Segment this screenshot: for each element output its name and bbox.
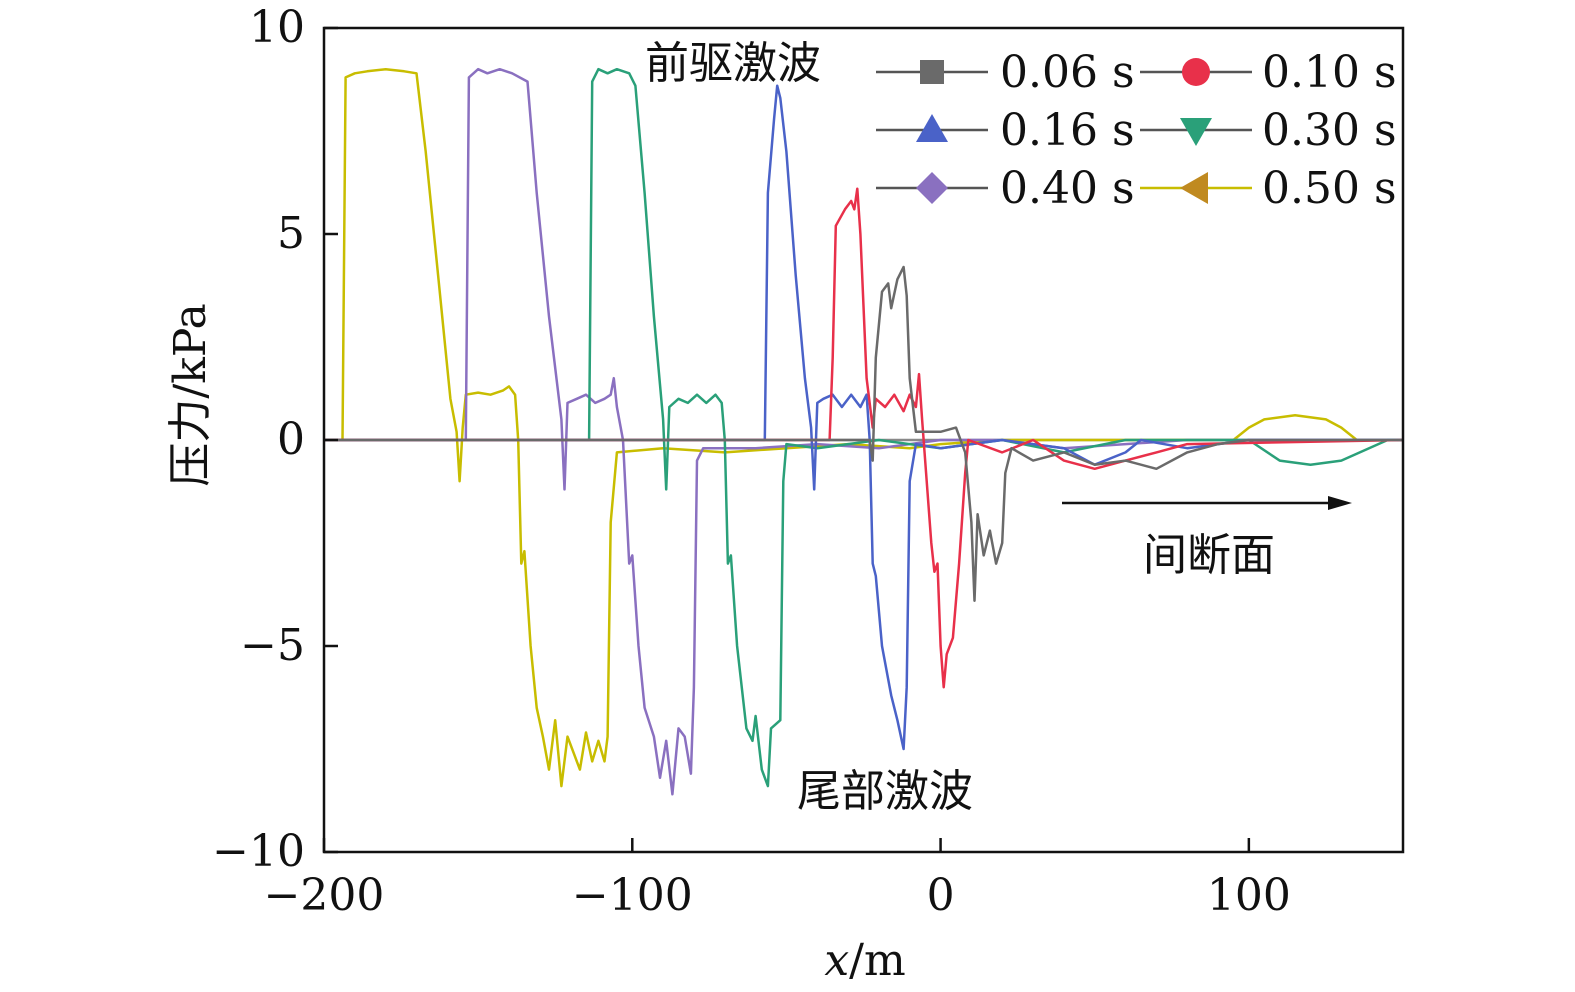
x-axis-unit: /m xyxy=(849,935,906,986)
legend-item: 0.16 s xyxy=(876,105,1135,156)
series-line-030s xyxy=(324,67,1403,788)
triangle-up-marker-icon xyxy=(916,114,948,142)
legend-item: 0.40 s xyxy=(876,163,1135,214)
legend-label: 0.50 s xyxy=(1262,163,1397,214)
legend-label: 0.30 s xyxy=(1262,105,1397,156)
y-tick-label: 5 xyxy=(277,208,305,259)
diamond-marker-icon xyxy=(916,172,948,204)
triangle-down-marker-icon xyxy=(1180,118,1212,146)
y-tick-label: 10 xyxy=(249,2,305,53)
square-marker-icon xyxy=(920,60,944,84)
arrow-head-icon xyxy=(1328,496,1352,510)
series-lines xyxy=(324,67,1404,796)
legend: 0.06 s 0.10 s 0.16 s 0.30 s 0.40 s 0.50 … xyxy=(876,47,1397,214)
tail-shock-label: 尾部激波 xyxy=(797,766,973,817)
x-axis-var: x xyxy=(824,935,849,986)
precursor-shock-label: 前驱激波 xyxy=(645,38,821,89)
series-line-040s xyxy=(324,67,1403,796)
series-line-050s xyxy=(324,67,1403,788)
series-line-006s xyxy=(324,265,1403,602)
circle-marker-icon xyxy=(1182,58,1210,86)
y-tick-label: −5 xyxy=(240,620,305,671)
legend-label: 0.10 s xyxy=(1262,47,1397,98)
discontinuity-label: 间断面 xyxy=(1143,530,1275,581)
x-tick-label: 0 xyxy=(927,870,955,921)
axis-ticks xyxy=(322,26,1251,854)
y-axis-label: 压力/kPa xyxy=(165,303,216,486)
legend-item: 0.30 s xyxy=(1140,105,1397,156)
series-line-016s xyxy=(324,84,1403,751)
legend-label: 0.06 s xyxy=(1000,47,1135,98)
legend-label: 0.16 s xyxy=(1000,105,1135,156)
y-tick-label: 0 xyxy=(277,414,305,465)
legend-label: 0.40 s xyxy=(1000,163,1135,214)
x-tick-label: −200 xyxy=(264,870,385,921)
x-tick-label: −100 xyxy=(572,870,693,921)
legend-item: 0.06 s xyxy=(876,47,1135,98)
triangle-left-marker-icon xyxy=(1180,172,1208,204)
legend-item: 0.10 s xyxy=(1140,47,1397,98)
series-line-010s xyxy=(324,187,1404,689)
y-tick-label: −10 xyxy=(212,826,305,877)
x-axis-label: x/m xyxy=(824,935,905,986)
legend-item: 0.50 s xyxy=(1140,163,1397,214)
x-tick-label: 100 xyxy=(1207,870,1291,921)
